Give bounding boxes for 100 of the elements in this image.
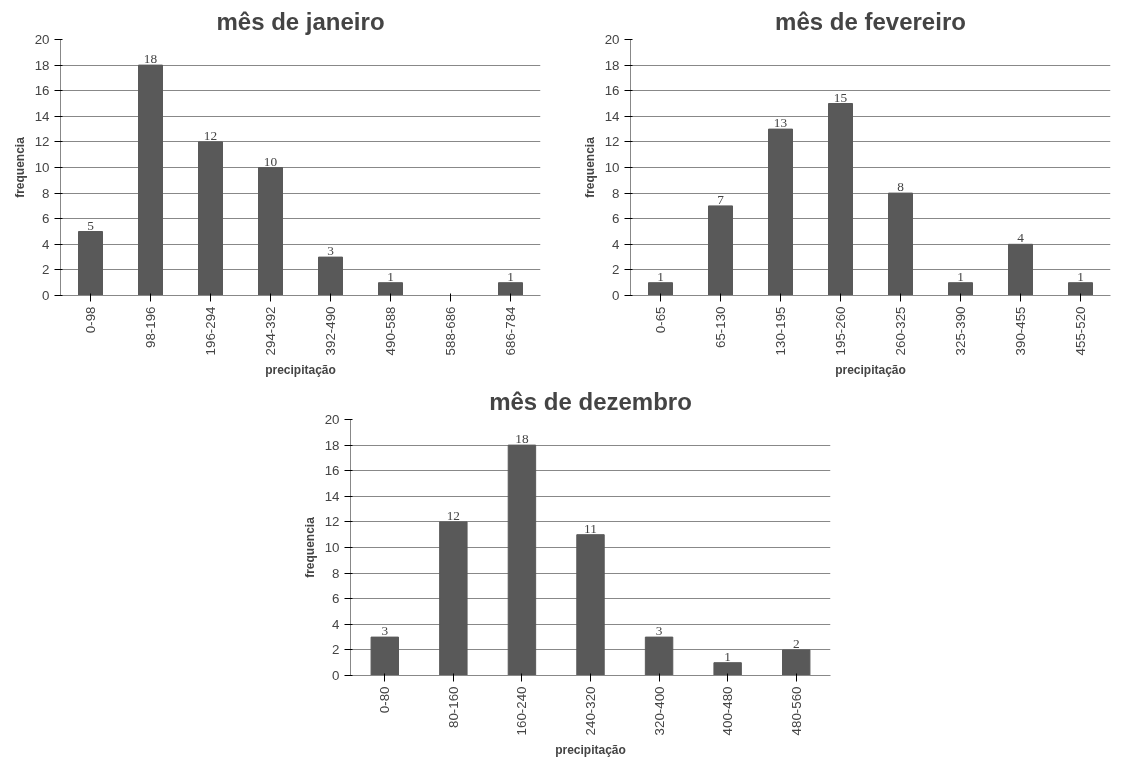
x-tick-label: 65-130: [713, 306, 728, 348]
data-label: 10: [263, 153, 278, 169]
bar: [648, 282, 673, 296]
data-label: 3: [327, 243, 335, 259]
data-label: 4: [1017, 230, 1025, 246]
y-tick-label: 18: [324, 437, 340, 453]
y-tick-label: 20: [604, 32, 620, 47]
y-tick-label: 8: [612, 185, 620, 201]
bar: [1008, 243, 1033, 296]
y-tick-label: 18: [34, 57, 50, 73]
x-tick-label: 0-98: [83, 306, 98, 334]
bar: [782, 649, 811, 676]
y-tick-label: 20: [34, 32, 50, 47]
chart-title: mês de fevereiro: [775, 7, 966, 35]
x-tick-label: 0-65: [653, 306, 668, 334]
bar: [78, 231, 103, 296]
y-tick-label: 18: [604, 57, 620, 73]
x-tick-label: 490-588: [383, 306, 398, 356]
data-label: 18: [515, 431, 529, 447]
y-tick-label: 0: [612, 288, 620, 303]
bar: [370, 636, 399, 676]
x-tick-label: 240-320: [583, 686, 598, 736]
y-tick-label: 8: [42, 185, 50, 201]
chart-title: mês de dezembro: [489, 387, 692, 415]
x-axis-title: precipitação: [835, 363, 906, 378]
y-tick-label: 0: [332, 668, 340, 683]
chart-title: mês de janeiro: [216, 7, 385, 35]
x-tick-label: 160-240: [514, 686, 530, 736]
y-tick-label: 4: [42, 236, 51, 252]
data-label: 1: [387, 268, 394, 284]
data-label: 7: [717, 191, 725, 207]
data-label: 8: [897, 179, 905, 195]
y-tick-label: 20: [324, 412, 340, 427]
bar: [948, 282, 973, 296]
x-axis-title: precipitação: [265, 363, 336, 378]
x-axis-title: precipitação: [555, 743, 626, 758]
y-tick-label: 16: [34, 83, 50, 99]
y-tick-label: 12: [604, 134, 620, 150]
y-tick-label: 6: [42, 211, 50, 227]
bar: [713, 662, 742, 676]
data-label: 1: [724, 648, 731, 664]
bar: [1068, 282, 1093, 296]
x-tick-label: 686-784: [503, 305, 518, 356]
bar: [198, 141, 223, 296]
bar: [258, 167, 283, 296]
x-tick-label: 195-260: [833, 306, 848, 356]
y-tick-label: 4: [612, 236, 621, 252]
bar: [439, 521, 468, 676]
data-label: 13: [773, 115, 788, 131]
bar: [768, 128, 793, 296]
y-tick-label: 4: [332, 616, 341, 632]
y-axis-title: frequencia: [12, 136, 27, 198]
x-tick-label: 392-490: [323, 306, 338, 356]
x-tick-label: 130-195: [773, 306, 788, 356]
bar: [378, 282, 403, 296]
y-axis-title: frequencia: [302, 516, 317, 578]
data-label: 1: [1077, 268, 1084, 284]
bar: [498, 282, 523, 296]
data-label: 5: [87, 217, 95, 233]
y-axis-title: frequencia: [582, 136, 597, 198]
bar: [576, 534, 605, 676]
x-tick-label: 0-80: [377, 686, 393, 714]
y-tick-label: 12: [324, 514, 340, 530]
y-tick-label: 14: [324, 488, 341, 504]
y-tick-label: 10: [604, 160, 620, 175]
y-tick-label: 2: [42, 262, 50, 278]
y-tick-label: 14: [604, 108, 621, 124]
bar: [708, 205, 733, 296]
x-tick-label: 588-686: [443, 306, 458, 356]
y-tick-label: 8: [332, 565, 340, 581]
y-tick-label: 2: [612, 262, 620, 278]
data-label: 1: [957, 268, 964, 284]
x-tick-label: 80-160: [445, 686, 461, 728]
data-label: 11: [584, 520, 597, 536]
bar: [138, 64, 163, 296]
y-tick-label: 2: [332, 642, 340, 658]
bar: [888, 192, 913, 296]
y-tick-label: 0: [42, 288, 50, 303]
data-label: 1: [507, 268, 514, 284]
data-label: 12: [203, 127, 218, 143]
data-label: 18: [143, 51, 158, 67]
x-tick-label: 390-455: [1013, 306, 1028, 356]
bar: [828, 103, 853, 296]
x-tick-label: 196-294: [203, 305, 218, 356]
data-label: 3: [381, 623, 389, 639]
x-tick-label: 400-480: [720, 686, 736, 736]
x-tick-label: 320-400: [651, 686, 667, 736]
y-tick-label: 10: [34, 160, 50, 175]
data-label: 15: [833, 89, 848, 105]
data-label: 3: [655, 623, 663, 639]
bar: [318, 256, 343, 296]
bar: [644, 636, 674, 676]
y-tick-label: 16: [324, 463, 340, 479]
data-label: 2: [792, 635, 800, 651]
x-tick-label: 294-392: [263, 306, 278, 356]
x-tick-label: 260-325: [893, 306, 908, 356]
data-label: 1: [657, 268, 664, 284]
x-tick-label: 455-520: [1073, 306, 1088, 356]
x-tick-label: 480-560: [788, 686, 804, 736]
y-tick-label: 6: [332, 591, 340, 607]
